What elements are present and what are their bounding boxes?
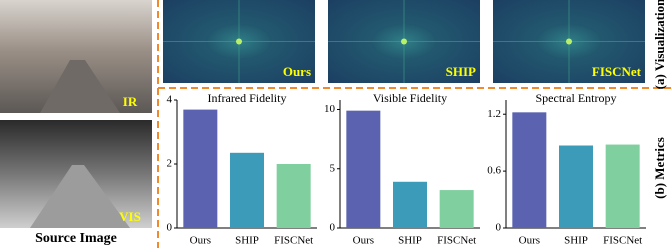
bar [346,110,381,228]
spectrum-label: FISCNet [592,64,642,79]
y-tick-label: 0 [167,222,173,234]
x-tick-label: FISCNet [274,235,313,247]
source-label: Source Image [35,231,117,246]
y-tick-label: 5 [330,162,336,174]
x-tick-label: Ours [519,235,540,247]
y-tick-label: 2 [167,158,173,170]
bar [276,164,311,228]
chart-title: Infrared Fidelity [208,91,287,105]
x-tick-label: SHIP [235,235,259,247]
y-tick-label: 0 [330,222,336,234]
y-tick-label: 10 [324,103,336,115]
bar [512,112,547,228]
x-tick-label: SHIP [564,235,588,247]
bar [393,181,427,228]
road [40,60,120,113]
x-tick-label: FISCNet [437,235,476,247]
x-tick-label: Ours [190,235,211,247]
bar [605,144,640,228]
visualization-label: (a) Visualization [652,0,667,89]
y-tick-label: 4 [167,94,173,106]
spectrum-center [566,38,572,45]
x-tick-label: FISCNet [603,235,642,247]
y-tick-label: 1.2 [487,108,501,120]
bar [559,145,593,228]
chart-title: Spectral Entropy [536,91,617,105]
spectrum-label: Ours [283,64,311,79]
spectrum-center [236,38,242,45]
bar [183,109,218,228]
y-tick-label: 0.6 [487,165,501,177]
chart-title: Visible Fidelity [373,91,447,105]
spectrum-center [401,38,407,45]
x-tick-label: SHIP [398,235,422,247]
road [30,165,130,228]
bar [230,152,264,228]
bar [439,190,474,228]
x-tick-label: Ours [353,235,374,247]
vis-label: VIS [119,209,141,224]
y-tick-label: 0 [496,222,502,234]
ir-label: IR [123,94,138,109]
spectrum-label: SHIP [446,64,476,79]
metrics-label: (b) Metrics [652,137,667,199]
